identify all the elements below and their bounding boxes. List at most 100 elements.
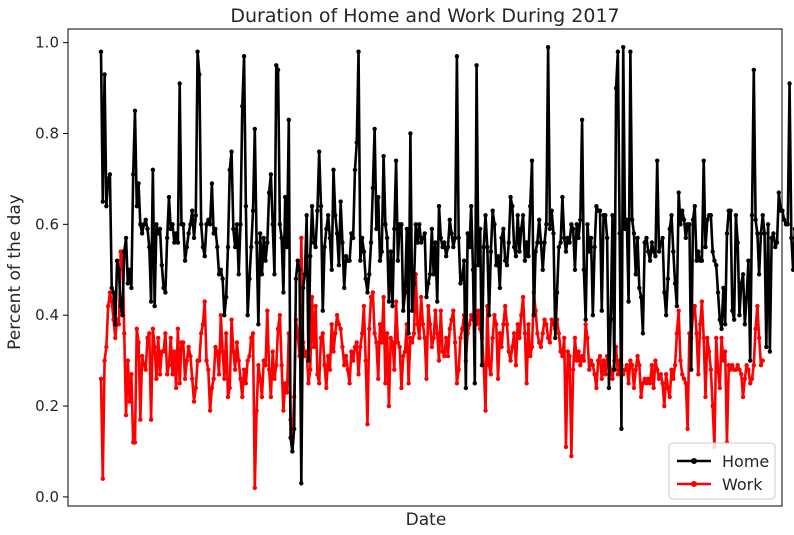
series-line-home [99, 45, 794, 485]
data-point [206, 217, 211, 222]
data-point [731, 317, 737, 322]
data-point [129, 372, 134, 377]
data-point [241, 367, 247, 372]
data-point [590, 362, 596, 368]
legend-swatch-marker [691, 458, 697, 464]
data-point [197, 358, 202, 363]
data-point [122, 249, 127, 254]
data-point [440, 244, 445, 250]
data-point [520, 213, 526, 218]
data-point [393, 299, 399, 304]
data-point [615, 49, 621, 54]
data-point [331, 167, 336, 173]
data-point [553, 335, 558, 341]
data-point [624, 217, 630, 222]
data-point [363, 276, 368, 282]
data-point [211, 231, 216, 236]
data-point [424, 376, 429, 381]
data-point [418, 240, 424, 245]
data-point [132, 108, 138, 113]
data-point [524, 240, 529, 245]
data-point [730, 362, 735, 368]
data-point [692, 203, 697, 209]
data-point [422, 231, 427, 236]
data-point [334, 313, 340, 318]
data-point [646, 249, 651, 254]
data-point [429, 344, 435, 350]
data-point [327, 235, 333, 241]
data-point [395, 340, 401, 345]
data-point [138, 417, 143, 422]
data-point [204, 358, 209, 363]
data-point [193, 213, 198, 218]
data-point [386, 403, 392, 409]
data-point [343, 253, 349, 259]
data-point [261, 358, 266, 363]
data-point [712, 258, 717, 263]
data-point [231, 226, 236, 232]
data-point [370, 290, 376, 295]
data-point [213, 344, 218, 350]
data-point [200, 322, 206, 327]
data-point [409, 340, 415, 345]
data-point [494, 322, 499, 327]
data-point [728, 208, 733, 213]
data-point [113, 335, 118, 341]
data-point [492, 313, 497, 318]
data-point [662, 403, 667, 409]
data-point [209, 385, 215, 391]
data-point [372, 331, 377, 336]
data-point [748, 381, 753, 386]
plot-border [67, 28, 783, 507]
data-point [333, 213, 338, 218]
data-point [483, 213, 488, 218]
data-point [399, 222, 404, 227]
data-point [612, 367, 617, 372]
data-point [313, 303, 318, 309]
data-point [658, 372, 663, 377]
legend-swatch-marker [691, 481, 697, 487]
data-point [756, 272, 762, 277]
data-point [166, 362, 172, 368]
data-point [538, 344, 544, 350]
data-point [674, 331, 680, 336]
data-point [451, 308, 456, 313]
data-point [742, 322, 748, 327]
data-point [202, 253, 207, 259]
data-point [751, 362, 756, 368]
data-point [443, 335, 449, 341]
data-point [288, 435, 293, 441]
data-point [130, 172, 136, 177]
data-point [663, 313, 669, 318]
data-point [259, 272, 265, 277]
data-point [540, 267, 545, 272]
data-point [435, 299, 440, 304]
data-point [771, 231, 776, 236]
data-point [470, 267, 476, 272]
data-point [236, 358, 241, 363]
data-point [756, 335, 762, 341]
data-point [105, 176, 111, 182]
data-point [325, 353, 331, 359]
data-point [433, 308, 438, 313]
data-point [535, 331, 540, 336]
data-point [127, 267, 132, 272]
data-point [243, 203, 249, 209]
data-point [535, 240, 540, 245]
data-point [579, 117, 585, 123]
data-point [544, 222, 549, 227]
data-point [404, 226, 410, 232]
data-point [173, 231, 179, 236]
data-point [377, 258, 383, 263]
data-point [263, 258, 268, 263]
data-point [655, 367, 660, 372]
data-point [152, 344, 157, 350]
data-point [342, 285, 347, 291]
data-point [740, 394, 746, 400]
data-point [683, 381, 689, 386]
data-point [603, 372, 608, 377]
data-point [529, 344, 535, 350]
data-point [393, 158, 399, 163]
data-point [490, 335, 495, 341]
data-point [245, 313, 250, 318]
